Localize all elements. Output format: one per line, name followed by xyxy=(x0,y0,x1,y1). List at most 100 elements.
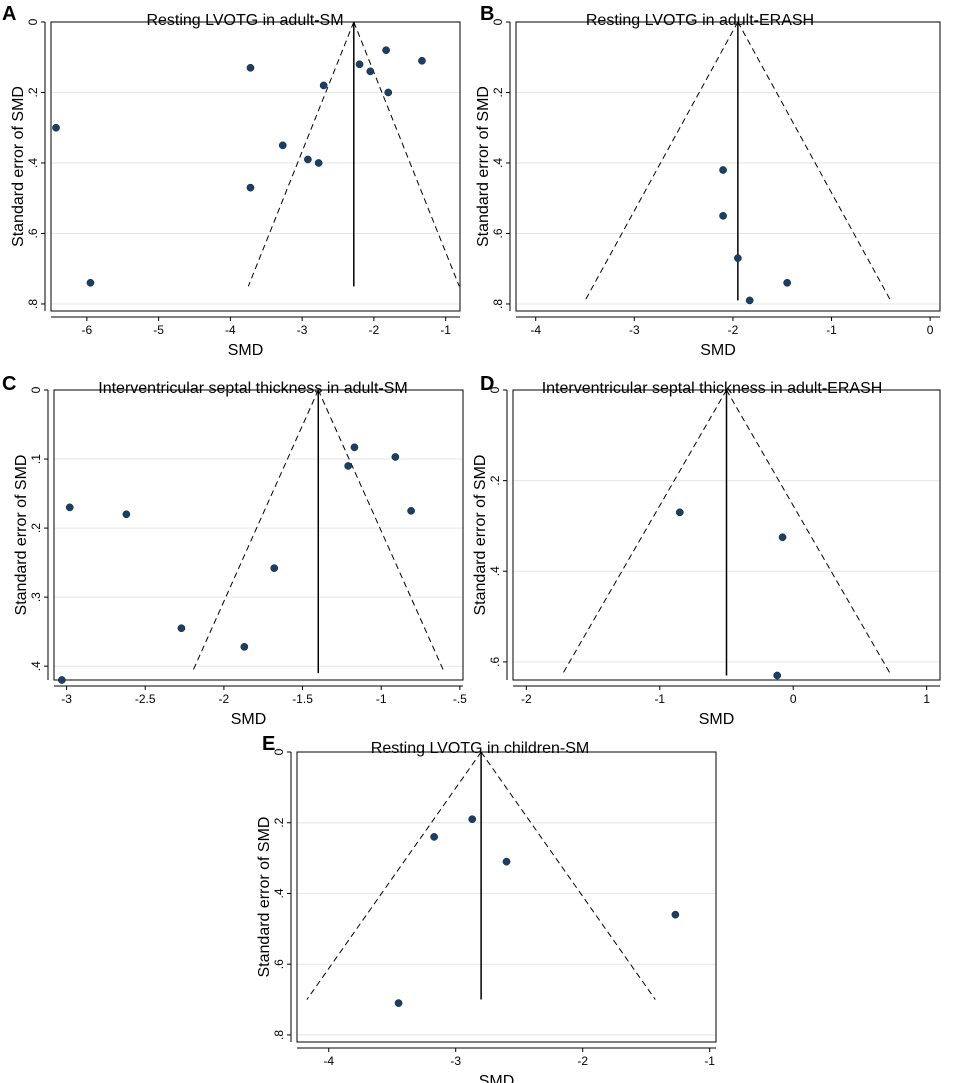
x-axis-label: SMD xyxy=(699,711,735,728)
x-tick-label: -3 xyxy=(297,323,308,337)
y-tick-label: .1 xyxy=(29,454,43,464)
study-point xyxy=(671,910,680,919)
study-point xyxy=(355,60,364,69)
funnel-right-boundary xyxy=(353,21,460,287)
plot-frame xyxy=(50,21,461,312)
study-point xyxy=(394,999,403,1007)
x-tick-label: -1 xyxy=(376,692,387,706)
chart-title: Interventricular septal thickness in adu… xyxy=(98,380,407,397)
x-tick-label: -4 xyxy=(225,323,236,337)
panel-e: 0 .2 .4 .6 .8 -4 -3 -2 -1 E Resting LVOTG in child… xyxy=(256,733,717,1083)
x-tick-label: -4 xyxy=(530,323,541,337)
x-tick-label: -6 xyxy=(82,323,93,337)
x-tick-label: 1 xyxy=(923,692,930,706)
study-point xyxy=(382,46,390,55)
y-tick-label: .8 xyxy=(26,299,40,309)
x-axis-label: SMD xyxy=(228,342,264,359)
x-axis-label: SMD xyxy=(479,1073,515,1083)
y-tick-label: 0 xyxy=(26,18,40,25)
x-axis-label: SMD xyxy=(231,711,267,728)
x-tick-label: -1 xyxy=(654,692,665,706)
study-point xyxy=(468,815,477,824)
study-point xyxy=(240,643,249,651)
study-point xyxy=(384,88,393,97)
y-axis-label: Standard error of SMD xyxy=(475,86,492,247)
panel-letter: A xyxy=(2,3,16,25)
study-point xyxy=(58,676,66,684)
study-point xyxy=(773,671,782,680)
x-tick-label: -2 xyxy=(369,323,380,337)
study-point xyxy=(745,296,754,305)
funnel-left-boundary xyxy=(561,389,727,676)
x-tick-label: -1.5 xyxy=(292,692,313,706)
funnel-left-boundary xyxy=(191,389,319,674)
funnel-right-boundary xyxy=(480,751,656,1000)
y-tick-label: .2 xyxy=(29,523,43,533)
panel-letter: B xyxy=(480,3,494,25)
study-point xyxy=(366,67,375,76)
y-tick-label: .4 xyxy=(491,158,505,168)
study-point xyxy=(270,564,279,572)
x-tick-label: -3 xyxy=(629,323,640,337)
funnel-right-boundary xyxy=(317,389,446,674)
chart-title: Resting LVOTG in adult-ERASH xyxy=(586,12,814,29)
x-tick-label: -2.5 xyxy=(135,692,156,706)
x-tick-label: 0 xyxy=(790,692,797,706)
study-point xyxy=(177,624,186,633)
chart-title: Interventricular septal thickness in adu… xyxy=(542,380,883,397)
study-point xyxy=(246,63,255,72)
y-tick-label: .8 xyxy=(272,1030,286,1040)
y-tick-label: .3 xyxy=(29,592,43,602)
funnel-left-boundary xyxy=(247,21,355,287)
plot-frame xyxy=(53,389,464,681)
study-point xyxy=(278,141,287,150)
study-point xyxy=(319,81,328,90)
y-axis-label: Standard error of SMD xyxy=(10,86,27,247)
y-tick-label: .2 xyxy=(26,87,40,97)
panel-b: 0.2.4.6.8-4 -3 -2 -1 0B Resting LVOTG in adul… xyxy=(475,3,941,359)
panel-a: 0 .2 .4 .6 .8 -6 -5 -4 -3 -2 -1 A Resting LVOTG in a… xyxy=(2,3,461,359)
study-point xyxy=(350,443,359,452)
x-tick-label: -.5 xyxy=(453,692,467,706)
funnel-left-boundary xyxy=(584,21,739,301)
x-tick-label: -2 xyxy=(728,323,739,337)
study-point xyxy=(418,56,426,65)
funnel-right-boundary xyxy=(737,21,891,301)
funnel-right-boundary xyxy=(726,389,892,676)
y-tick-label: 0 xyxy=(272,748,286,755)
study-point xyxy=(122,510,131,519)
chart-title: Resting LVOTG in adult-SM xyxy=(146,12,343,29)
y-tick-label: .6 xyxy=(272,959,286,969)
y-tick-label: .6 xyxy=(26,228,40,238)
y-tick-label: .2 xyxy=(488,475,502,485)
y-tick-label: .2 xyxy=(272,817,286,827)
x-tick-label: 0 xyxy=(927,323,934,337)
x-tick-label: -2 xyxy=(577,1054,588,1068)
x-tick-label: -1 xyxy=(826,323,837,337)
y-axis-label: Standard error of SMD xyxy=(256,817,273,978)
panel-letter: C xyxy=(2,373,16,395)
study-point xyxy=(719,211,727,220)
x-tick-label: -2 xyxy=(521,692,532,706)
panel-c: 0 .1 .2 .3 .4 -3 -2.5 -2 -1.5 -1 -.5 C Interventricu… xyxy=(2,373,467,728)
study-point xyxy=(65,503,74,512)
y-tick-label: .4 xyxy=(272,888,286,898)
y-tick-label: .4 xyxy=(488,566,502,576)
funnel-left-boundary xyxy=(306,751,482,1000)
y-tick-label: 0 xyxy=(488,386,502,393)
x-tick-label: -1 xyxy=(440,323,451,337)
study-point xyxy=(391,453,400,461)
y-tick-label: .6 xyxy=(488,657,502,667)
y-tick-label: .2 xyxy=(491,87,505,97)
y-tick-label: .8 xyxy=(491,299,505,309)
y-axis-label: Standard error of SMD xyxy=(472,455,489,616)
study-point xyxy=(430,833,438,841)
study-point xyxy=(314,159,323,167)
study-point xyxy=(246,183,255,192)
y-tick-label: .6 xyxy=(491,228,505,238)
x-tick-label: -2 xyxy=(219,692,230,706)
y-tick-label: 0 xyxy=(29,386,43,393)
study-point xyxy=(719,166,727,174)
x-tick-label: -4 xyxy=(323,1054,334,1068)
panel-letter: E xyxy=(262,733,275,755)
